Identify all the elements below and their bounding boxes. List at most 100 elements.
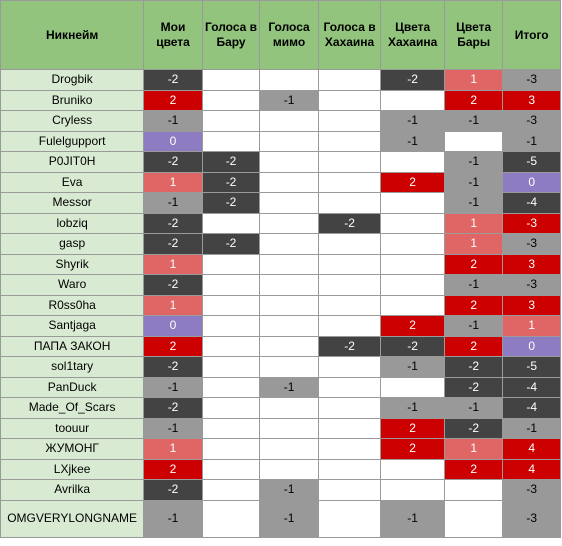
colors-hahain-cell[interactable]: 2 (380, 417, 445, 439)
total-cell[interactable]: -5 (502, 356, 561, 378)
header-votes-miss[interactable]: Голоса мимо (259, 0, 319, 70)
votes-bar-cell[interactable] (201, 294, 261, 316)
votes-hahain-cell[interactable] (317, 69, 382, 91)
votes-hahain-cell[interactable] (317, 356, 382, 378)
votes-bar-cell[interactable] (201, 253, 261, 275)
nickname-cell[interactable]: Waro (0, 274, 145, 296)
votes-miss-cell[interactable] (259, 294, 319, 316)
total-cell[interactable]: 0 (502, 171, 561, 193)
votes-hahain-cell[interactable] (317, 89, 382, 111)
header-colors-bar[interactable]: Цвета Бары (443, 0, 504, 70)
colors-hahain-cell[interactable]: -2 (380, 335, 445, 357)
nickname-cell[interactable]: LXjkee (0, 458, 145, 480)
votes-miss-cell[interactable] (259, 130, 319, 152)
votes-bar-cell[interactable] (201, 212, 261, 234)
nickname-cell[interactable]: Avrilka (0, 479, 145, 501)
votes-hahain-cell[interactable] (317, 479, 382, 501)
nickname-cell[interactable]: R0ss0ha (0, 294, 145, 316)
colors-bar-cell[interactable] (443, 479, 504, 501)
votes-bar-cell[interactable] (201, 89, 261, 111)
total-cell[interactable]: -5 (502, 151, 561, 173)
votes-miss-cell[interactable] (259, 233, 319, 255)
nickname-cell[interactable]: Eva (0, 171, 145, 193)
votes-hahain-cell[interactable] (317, 151, 382, 173)
colors-bar-cell[interactable]: 1 (443, 69, 504, 91)
colors-bar-cell[interactable]: -1 (443, 315, 504, 337)
colors-hahain-cell[interactable] (380, 479, 445, 501)
votes-hahain-cell[interactable] (317, 499, 382, 538)
votes-hahain-cell[interactable] (317, 253, 382, 275)
my-colors-cell[interactable]: -2 (143, 212, 203, 234)
votes-bar-cell[interactable] (201, 110, 261, 132)
votes-hahain-cell[interactable] (317, 274, 382, 296)
header-votes-bar[interactable]: Голоса в Бару (201, 0, 261, 70)
header-total[interactable]: Итого (502, 0, 561, 70)
votes-hahain-cell[interactable]: -2 (317, 335, 382, 357)
my-colors-cell[interactable]: 0 (143, 130, 203, 152)
votes-hahain-cell[interactable] (317, 417, 382, 439)
votes-miss-cell[interactable] (259, 397, 319, 419)
header-votes-hahain[interactable]: Голоса в Хахаина (317, 0, 382, 70)
votes-miss-cell[interactable] (259, 151, 319, 173)
votes-hahain-cell[interactable]: -2 (317, 212, 382, 234)
my-colors-cell[interactable]: -2 (143, 151, 203, 173)
votes-miss-cell[interactable]: -1 (259, 499, 319, 538)
nickname-cell[interactable]: sol1tary (0, 356, 145, 378)
total-cell[interactable]: -4 (502, 376, 561, 398)
total-cell[interactable]: -3 (502, 499, 561, 538)
colors-bar-cell[interactable]: 1 (443, 233, 504, 255)
total-cell[interactable]: -3 (502, 69, 561, 91)
nickname-cell[interactable]: Bruniko (0, 89, 145, 111)
colors-hahain-cell[interactable]: -1 (380, 397, 445, 419)
total-cell[interactable]: -4 (502, 192, 561, 214)
my-colors-cell[interactable]: 2 (143, 335, 203, 357)
votes-miss-cell[interactable]: -1 (259, 376, 319, 398)
votes-bar-cell[interactable] (201, 335, 261, 357)
my-colors-cell[interactable]: 0 (143, 315, 203, 337)
colors-bar-cell[interactable]: -1 (443, 397, 504, 419)
colors-hahain-cell[interactable] (380, 89, 445, 111)
total-cell[interactable]: -3 (502, 274, 561, 296)
votes-miss-cell[interactable] (259, 110, 319, 132)
colors-bar-cell[interactable]: 2 (443, 253, 504, 275)
votes-bar-cell[interactable] (201, 417, 261, 439)
colors-bar-cell[interactable]: -1 (443, 192, 504, 214)
votes-miss-cell[interactable] (259, 274, 319, 296)
nickname-cell[interactable]: ПАПА ЗАКОН (0, 335, 145, 357)
votes-hahain-cell[interactable] (317, 458, 382, 480)
votes-hahain-cell[interactable] (317, 233, 382, 255)
votes-miss-cell[interactable] (259, 417, 319, 439)
my-colors-cell[interactable]: 1 (143, 171, 203, 193)
nickname-cell[interactable]: Shyrik (0, 253, 145, 275)
votes-hahain-cell[interactable] (317, 294, 382, 316)
votes-bar-cell[interactable] (201, 356, 261, 378)
colors-bar-cell[interactable]: -2 (443, 376, 504, 398)
total-cell[interactable]: 1 (502, 315, 561, 337)
colors-hahain-cell[interactable]: -1 (380, 130, 445, 152)
colors-bar-cell[interactable]: 2 (443, 89, 504, 111)
votes-miss-cell[interactable] (259, 438, 319, 460)
total-cell[interactable]: -3 (502, 233, 561, 255)
votes-bar-cell[interactable] (201, 376, 261, 398)
votes-bar-cell[interactable]: -2 (201, 151, 261, 173)
votes-bar-cell[interactable] (201, 438, 261, 460)
nickname-cell[interactable]: Messor (0, 192, 145, 214)
votes-bar-cell[interactable] (201, 479, 261, 501)
colors-hahain-cell[interactable] (380, 151, 445, 173)
colors-hahain-cell[interactable] (380, 212, 445, 234)
nickname-cell[interactable]: Drogbik (0, 69, 145, 91)
votes-miss-cell[interactable]: -1 (259, 89, 319, 111)
total-cell[interactable]: 3 (502, 253, 561, 275)
colors-bar-cell[interactable] (443, 130, 504, 152)
votes-miss-cell[interactable]: -1 (259, 479, 319, 501)
nickname-cell[interactable]: lobziq (0, 212, 145, 234)
nickname-cell[interactable]: OMGVERYLONGNAME (0, 499, 145, 538)
nickname-cell[interactable]: P0JIT0H (0, 151, 145, 173)
my-colors-cell[interactable]: 1 (143, 438, 203, 460)
votes-bar-cell[interactable]: -2 (201, 233, 261, 255)
votes-hahain-cell[interactable] (317, 397, 382, 419)
colors-bar-cell[interactable]: -2 (443, 417, 504, 439)
total-cell[interactable]: -4 (502, 397, 561, 419)
colors-bar-cell[interactable]: -1 (443, 274, 504, 296)
votes-miss-cell[interactable] (259, 171, 319, 193)
